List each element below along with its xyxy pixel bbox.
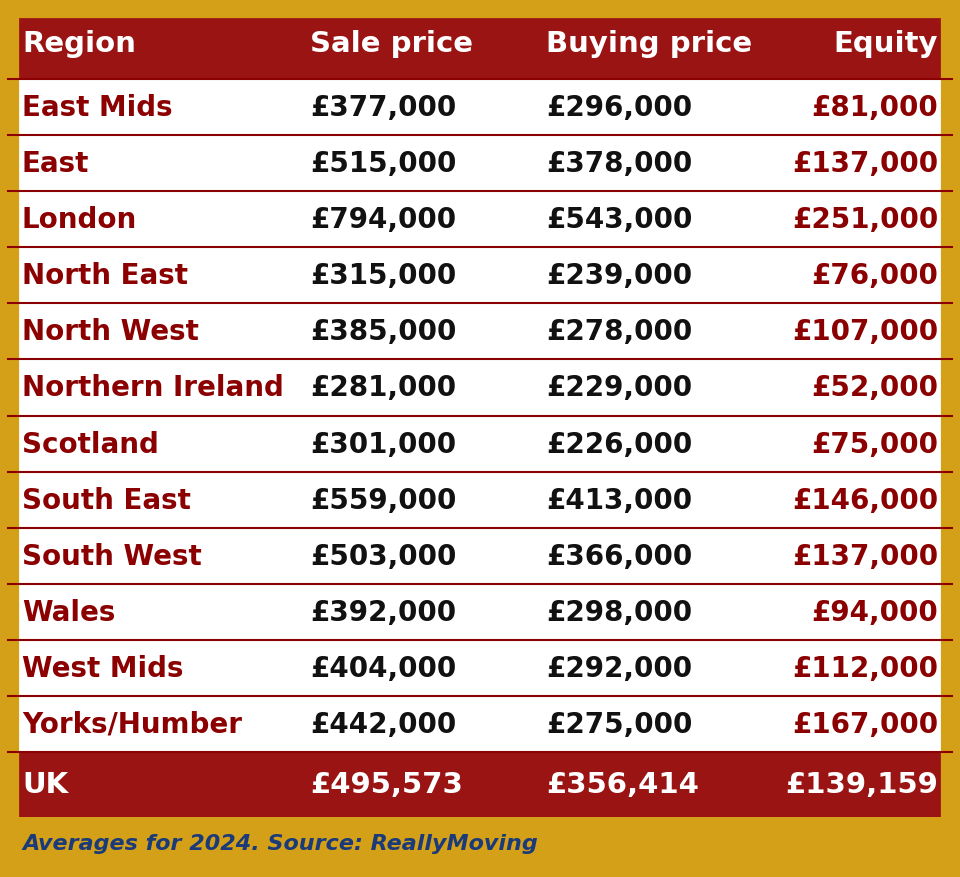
Text: £385,000: £385,000 (310, 318, 456, 346)
Text: £366,000: £366,000 (546, 542, 692, 570)
Bar (8, 416, 952, 472)
Text: £356,414: £356,414 (546, 771, 699, 799)
Text: Averages for 2024. Source: ReallyMoving: Averages for 2024. Source: ReallyMoving (22, 833, 538, 853)
Text: £146,000: £146,000 (792, 486, 938, 514)
Text: South East: South East (22, 486, 191, 514)
Text: £315,000: £315,000 (310, 262, 456, 290)
Text: £278,000: £278,000 (546, 318, 692, 346)
Text: £515,000: £515,000 (310, 150, 456, 178)
Bar (8, 817, 952, 869)
Text: £794,000: £794,000 (310, 206, 456, 234)
Text: Scotland: Scotland (22, 430, 158, 458)
Text: £226,000: £226,000 (546, 430, 692, 458)
Text: East Mids: East Mids (22, 94, 173, 122)
Text: £81,000: £81,000 (811, 94, 938, 122)
Text: £404,000: £404,000 (310, 654, 456, 682)
Text: South West: South West (22, 542, 202, 570)
Text: £298,000: £298,000 (546, 598, 692, 626)
Text: East: East (22, 150, 89, 178)
Bar (8, 528, 952, 584)
Text: £559,000: £559,000 (310, 486, 456, 514)
Text: North West: North West (22, 318, 199, 346)
Bar (8, 248, 952, 304)
Bar (8, 80, 952, 136)
Bar (8, 304, 952, 360)
Bar (8, 8, 952, 80)
Text: London: London (22, 206, 137, 234)
Text: £239,000: £239,000 (546, 262, 692, 290)
Text: Yorks/Humber: Yorks/Humber (22, 710, 242, 738)
Text: £112,000: £112,000 (792, 654, 938, 682)
Text: £139,159: £139,159 (785, 771, 938, 799)
Text: £543,000: £543,000 (546, 206, 692, 234)
Text: Wales: Wales (22, 598, 115, 626)
Bar (8, 472, 952, 528)
Text: £296,000: £296,000 (546, 94, 692, 122)
Bar (8, 584, 952, 640)
Bar (8, 360, 952, 416)
Bar (8, 696, 952, 752)
Text: North East: North East (22, 262, 188, 290)
Text: £378,000: £378,000 (546, 150, 692, 178)
Text: £413,000: £413,000 (546, 486, 692, 514)
Text: £301,000: £301,000 (310, 430, 456, 458)
Text: West Mids: West Mids (22, 654, 183, 682)
Text: Equity: Equity (833, 30, 938, 58)
Bar (8, 8, 952, 869)
Text: £495,573: £495,573 (310, 771, 463, 799)
Text: £75,000: £75,000 (811, 430, 938, 458)
Bar (8, 752, 952, 817)
Text: £229,000: £229,000 (546, 374, 692, 402)
Text: Sale price: Sale price (310, 30, 473, 58)
Text: Region: Region (22, 30, 136, 58)
Bar (8, 136, 952, 192)
Text: £275,000: £275,000 (546, 710, 692, 738)
Text: Northern Ireland: Northern Ireland (22, 374, 284, 402)
Text: £377,000: £377,000 (310, 94, 456, 122)
Text: £251,000: £251,000 (792, 206, 938, 234)
Text: £281,000: £281,000 (310, 374, 456, 402)
Text: £137,000: £137,000 (792, 150, 938, 178)
Text: Buying price: Buying price (546, 30, 752, 58)
Text: £503,000: £503,000 (310, 542, 456, 570)
Text: £107,000: £107,000 (792, 318, 938, 346)
Text: £442,000: £442,000 (310, 710, 456, 738)
Bar (8, 640, 952, 696)
Text: £52,000: £52,000 (811, 374, 938, 402)
Bar (8, 192, 952, 248)
Text: UK: UK (22, 771, 68, 799)
Text: £94,000: £94,000 (811, 598, 938, 626)
Text: £392,000: £392,000 (310, 598, 456, 626)
Text: £76,000: £76,000 (811, 262, 938, 290)
Text: £167,000: £167,000 (792, 710, 938, 738)
Text: £292,000: £292,000 (546, 654, 692, 682)
Text: £137,000: £137,000 (792, 542, 938, 570)
